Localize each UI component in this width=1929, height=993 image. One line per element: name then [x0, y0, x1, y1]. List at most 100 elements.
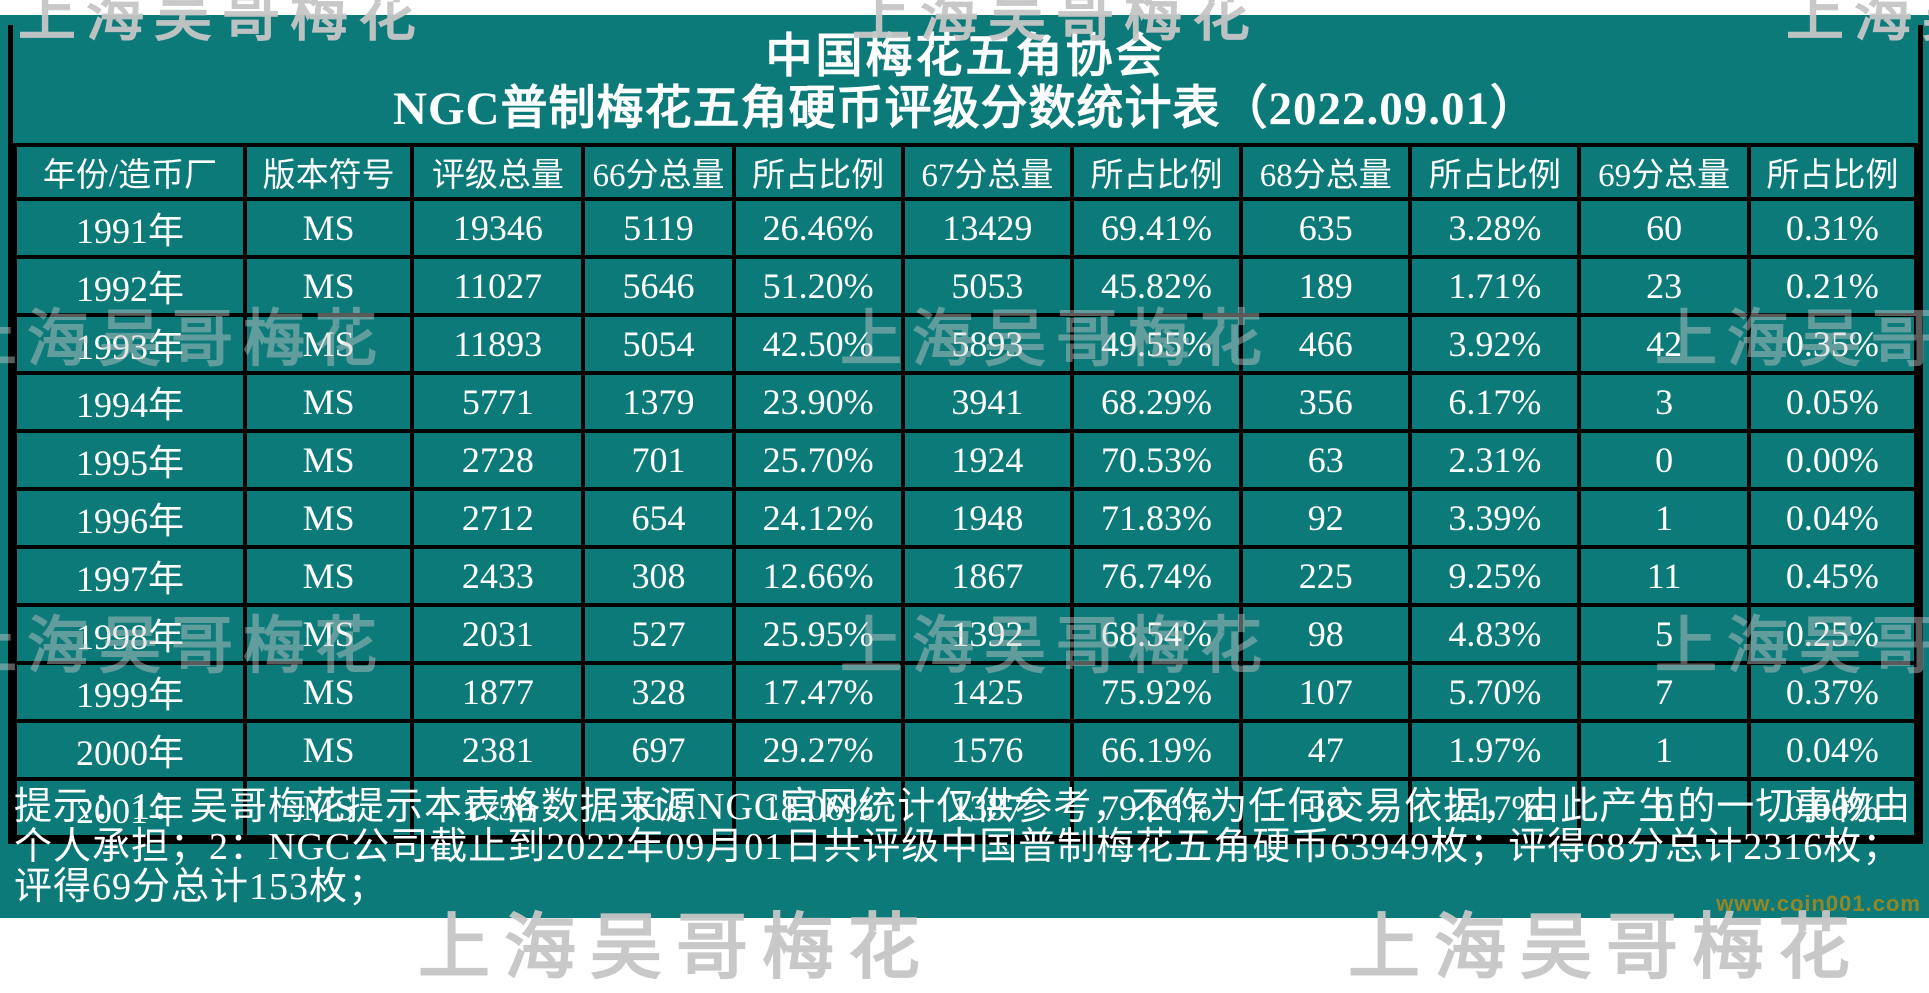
table-cell: 71.83% — [1069, 487, 1244, 549]
table-row: 2001年 MS 1750 316 18.06% 1387 79.26% 38 2.17% 0 0.… — [12, 777, 1919, 839]
table-cell: 1750 — [410, 777, 586, 839]
table-cell: 3941 — [900, 371, 1074, 433]
table-cell: 5119 — [581, 197, 736, 259]
table-cell: 25.70% — [731, 429, 905, 491]
table-row: 2000年 MS 2381 697 29.27% 1576 66.19% 47 1.97% 1 0.… — [12, 719, 1919, 781]
table-cell: 1576 — [900, 719, 1074, 781]
column-header: 版本符号 — [243, 143, 415, 201]
table-cell: 189 — [1239, 255, 1413, 317]
table-cell: 1877 — [410, 661, 586, 723]
table-cell: 24.12% — [731, 487, 905, 549]
table-cell: 1387 — [900, 777, 1074, 839]
table-row: 1995年 MS 2728 701 25.70% 1924 70.53% 63 2.31% 0 0.… — [12, 429, 1919, 491]
table-cell: 1379 — [581, 371, 736, 433]
disclaimer-note: 提示：1：吴哥梅花提示本表格数据来源NGC官网统计仅供参考，不作为任何交易依据，… — [14, 786, 1912, 908]
table-cell: 3.28% — [1408, 197, 1582, 259]
table-row: 1996年 MS 2712 654 24.12% 1948 71.83% 92 3.39% 1 0.… — [12, 487, 1919, 549]
table-cell: MS — [243, 603, 415, 665]
table-cell: 2.17% — [1408, 777, 1582, 839]
table-cell: 1999年 — [12, 661, 248, 723]
table-cell: 0.35% — [1746, 313, 1919, 375]
table-cell: 0.04% — [1746, 719, 1919, 781]
table-cell: MS — [243, 487, 415, 549]
grading-statistics-table: 中国梅花五角协会 NGC普制梅花五角硬币评级分数统计表（2022.09.01） … — [8, 25, 1923, 844]
table-cell: 356 — [1239, 371, 1413, 433]
table-cell: 1867 — [900, 545, 1074, 607]
data-grid: 年份/造币厂 版本符号 评级总量 66分总量 所占比例 67分总量 所占比例 68分总量 所占比… — [12, 143, 1919, 839]
table-cell: 11027 — [410, 255, 586, 317]
association-title: 中国梅花五角协会 — [765, 31, 1166, 83]
table-cell: 1991年 — [12, 197, 248, 259]
table-cell: 225 — [1239, 545, 1413, 607]
column-header: 年份/造币厂 — [12, 143, 248, 201]
table-cell: 2433 — [410, 545, 586, 607]
table-cell: 0.00% — [1746, 429, 1919, 491]
table-cell: 51.20% — [731, 255, 905, 317]
table-cell: 466 — [1239, 313, 1413, 375]
table-cell: MS — [243, 661, 415, 723]
table-cell: 5771 — [410, 371, 586, 433]
column-header: 66分总量 — [581, 143, 736, 201]
table-cell: 1 — [1577, 487, 1751, 549]
table-cell: 1993年 — [12, 313, 248, 375]
table-cell: 1992年 — [12, 255, 248, 317]
table-cell: 69.41% — [1069, 197, 1244, 259]
table-cell: 12.66% — [731, 545, 905, 607]
table-cell: 2.31% — [1408, 429, 1582, 491]
table-title: NGC普制梅花五角硬币评级分数统计表（2022.09.01） — [393, 83, 1538, 135]
table-cell: 45.82% — [1069, 255, 1244, 317]
table-cell: 2381 — [410, 719, 586, 781]
table-cell: 0.00% — [1746, 777, 1919, 839]
table-cell: 66.19% — [1069, 719, 1244, 781]
table-cell: 68.54% — [1069, 603, 1244, 665]
table-cell: 1425 — [900, 661, 1074, 723]
table-cell: 19346 — [410, 197, 586, 259]
table-cell: MS — [243, 313, 415, 375]
table-cell: 1392 — [900, 603, 1074, 665]
table-cell: 0 — [1577, 777, 1751, 839]
table-row: 1999年 MS 1877 328 17.47% 1425 75.92% 107 5.70% 7 0… — [12, 661, 1919, 723]
table-cell: 11 — [1577, 545, 1751, 607]
table-cell: 316 — [581, 777, 736, 839]
column-header: 评级总量 — [410, 143, 586, 201]
table-cell: 5053 — [900, 255, 1074, 317]
table-cell: 7 — [1577, 661, 1751, 723]
table-row: 1994年 MS 5771 1379 23.90% 3941 68.29% 356 6.17% 3… — [12, 371, 1919, 433]
table-cell: 5646 — [581, 255, 736, 317]
table-cell: 0 — [1577, 429, 1751, 491]
table-cell: 1994年 — [12, 371, 248, 433]
table-cell: 328 — [581, 661, 736, 723]
table-cell: 0.04% — [1746, 487, 1919, 549]
table-cell: 2000年 — [12, 719, 248, 781]
table-cell: 38 — [1239, 777, 1413, 839]
header-row: 年份/造币厂 版本符号 评级总量 66分总量 所占比例 67分总量 所占比例 68分总量 所占比… — [12, 143, 1919, 201]
table-cell: 49.55% — [1069, 313, 1244, 375]
table-cell: 701 — [581, 429, 736, 491]
column-header: 所占比例 — [1069, 143, 1244, 201]
column-header: 所占比例 — [1408, 143, 1582, 201]
table-cell: 9.25% — [1408, 545, 1582, 607]
table-cell: 42 — [1577, 313, 1751, 375]
table-cell: 1.97% — [1408, 719, 1582, 781]
table-cell: 654 — [581, 487, 736, 549]
table-cell: 29.27% — [731, 719, 905, 781]
table-cell: 5.70% — [1408, 661, 1582, 723]
table-cell: MS — [243, 719, 415, 781]
table-cell: 1995年 — [12, 429, 248, 491]
table-cell: 2712 — [410, 487, 586, 549]
table-row: 1993年 MS 11893 5054 42.50% 5893 49.55% 466 3.92%… — [12, 313, 1919, 375]
table-cell: 18.06% — [731, 777, 905, 839]
table-cell: 68.29% — [1069, 371, 1244, 433]
table-cell: 13429 — [900, 197, 1074, 259]
table-header: 年份/造币厂 版本符号 评级总量 66分总量 所占比例 67分总量 所占比例 68分总量 所占比… — [12, 143, 1919, 201]
table-cell: MS — [243, 429, 415, 491]
table-cell: 2728 — [410, 429, 586, 491]
table-cell: 23 — [1577, 255, 1751, 317]
table-cell: 17.47% — [731, 661, 905, 723]
table-cell: 3.92% — [1408, 313, 1582, 375]
table-cell: 5893 — [900, 313, 1074, 375]
table-cell: 308 — [581, 545, 736, 607]
table-cell: 1.71% — [1408, 255, 1582, 317]
table-cell: 107 — [1239, 661, 1413, 723]
table-cell: 26.46% — [731, 197, 905, 259]
